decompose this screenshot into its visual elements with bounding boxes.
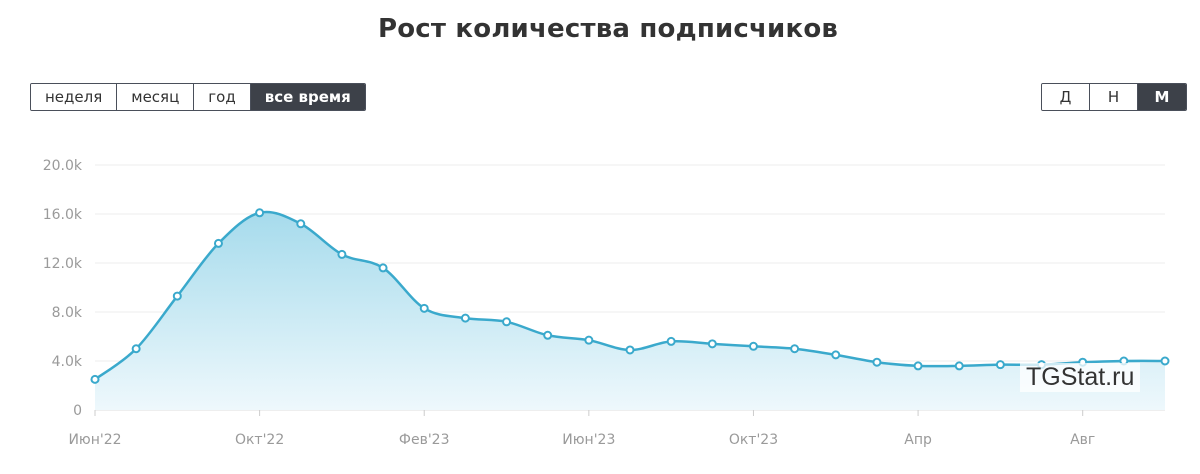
data-point bbox=[790, 344, 800, 354]
y-axis: 0 4.0k 8.0k 12.0k 16.0k 20.0k bbox=[43, 158, 83, 419]
data-point bbox=[913, 361, 923, 371]
data-point bbox=[1160, 356, 1170, 366]
data-point bbox=[625, 345, 635, 355]
data-point bbox=[995, 360, 1005, 370]
data-point bbox=[172, 291, 182, 301]
y-tick-label: 16.0k bbox=[43, 207, 83, 223]
x-tick-label: Июн'23 bbox=[562, 432, 615, 448]
x-tick-label: Апр bbox=[904, 432, 932, 448]
data-point bbox=[460, 313, 470, 323]
period-all-time-button[interactable]: все время bbox=[250, 84, 365, 110]
data-point bbox=[131, 344, 141, 354]
data-point bbox=[337, 249, 347, 259]
period-selector: неделя месяц год все время bbox=[30, 83, 366, 111]
data-point bbox=[296, 219, 306, 229]
data-point bbox=[748, 341, 758, 351]
x-tick-label: Окт'23 bbox=[729, 432, 778, 448]
data-point bbox=[954, 361, 964, 371]
data-point bbox=[872, 357, 882, 367]
x-tick-label: Окт'22 bbox=[235, 432, 284, 448]
x-tick-label: Июн'22 bbox=[68, 432, 121, 448]
period-week-button[interactable]: неделя bbox=[31, 84, 118, 110]
data-point bbox=[831, 350, 841, 360]
data-point bbox=[213, 238, 223, 248]
granularity-month-button[interactable]: М bbox=[1138, 84, 1186, 110]
data-points bbox=[90, 208, 1170, 384]
tgstat-watermark: TGStat.ru bbox=[1020, 363, 1141, 392]
data-point bbox=[90, 374, 100, 384]
period-month-button[interactable]: месяц bbox=[117, 84, 195, 110]
data-point bbox=[255, 208, 265, 218]
y-tick-label: 8.0k bbox=[52, 305, 83, 321]
data-point bbox=[419, 303, 429, 313]
x-axis: Июн'22 Окт'22 Фев'23 Июн'23 Окт'23 Апр Авг bbox=[68, 410, 1095, 448]
granularity-selector: Д Н М bbox=[1041, 83, 1187, 111]
data-point bbox=[707, 339, 717, 349]
series-area bbox=[95, 211, 1165, 410]
y-tick-label: 4.0k bbox=[52, 354, 83, 370]
y-tick-label: 20.0k bbox=[43, 158, 83, 174]
data-point bbox=[378, 263, 388, 273]
granularity-week-button[interactable]: Н bbox=[1090, 84, 1138, 110]
data-point bbox=[543, 330, 553, 340]
data-point bbox=[502, 317, 512, 327]
data-point bbox=[584, 335, 594, 345]
y-tick-label: 12.0k bbox=[43, 256, 83, 272]
x-tick-label: Фев'23 bbox=[399, 432, 450, 448]
data-point bbox=[666, 336, 676, 346]
x-tick-label: Авг bbox=[1070, 432, 1095, 448]
granularity-day-button[interactable]: Д bbox=[1042, 84, 1090, 110]
period-year-button[interactable]: год bbox=[194, 84, 251, 110]
chart-title: Рост количества подписчиков bbox=[377, 14, 839, 44]
y-tick-label: 0 bbox=[73, 403, 82, 419]
